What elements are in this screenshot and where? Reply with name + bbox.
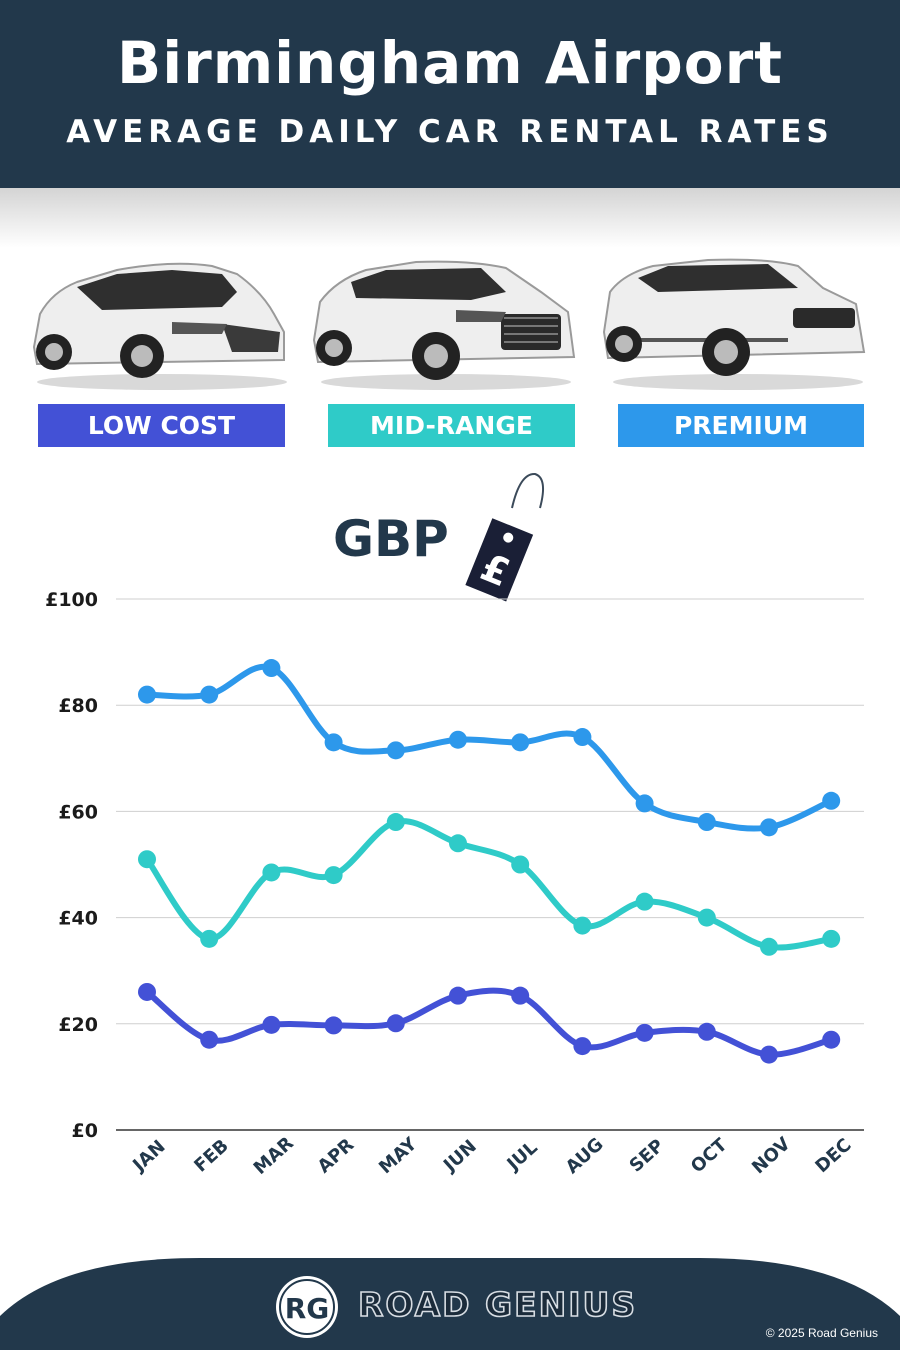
series-line-mid-range [144,818,835,951]
data-point-low-cost [511,986,530,1005]
road-genius-logo-icon: RG [274,1274,340,1340]
pound-price-tag-icon: £ [450,468,550,608]
data-point-premium [386,741,405,760]
currency-label: GBP [333,510,449,568]
x-tick-label: MAY [375,1133,422,1178]
category-premium: PREMIUM [618,404,864,447]
brand-name: ROAD GENIUS [357,1284,638,1325]
data-point-low-cost [324,1016,343,1035]
x-tick-label: DEC [811,1135,855,1178]
low-cost-car-image [22,252,292,392]
x-tick-label: JAN [128,1136,170,1177]
data-point-premium [760,818,778,837]
premium-car-image [598,252,868,392]
footer-bar [0,1256,900,1350]
data-point-mid-range [511,855,530,874]
y-tick-label: £20 [58,1014,98,1036]
x-tick-label: FEB [190,1135,233,1176]
y-tick-label: £60 [58,801,98,823]
copyright-text: © 2025 Road Genius [765,1326,878,1340]
header-shadow [0,188,900,248]
y-tick-label: £100 [45,589,98,611]
data-point-low-cost [449,986,467,1005]
x-tick-label: JUL [502,1137,542,1176]
data-point-low-cost [573,1037,592,1056]
series-line-premium [144,663,835,832]
x-tick-label: OCT [687,1134,732,1177]
data-point-premium [697,813,716,832]
data-point-premium [635,794,654,813]
data-point-mid-range [138,850,156,869]
x-tick-label: JUN [438,1136,481,1177]
data-point-premium [200,685,219,704]
data-point-premium [822,791,841,810]
data-point-low-cost [697,1022,716,1041]
data-point-mid-range [262,863,281,882]
category-low-cost: LOW COST [38,404,285,447]
data-point-mid-range [760,937,778,956]
data-point-mid-range [200,929,219,948]
rental-rate-chart: £0 £20 £40 £60 £80 £100 JAN FEB MAR APR MAY JUN JUL A… [0,580,900,1220]
page-subtitle: AVERAGE DAILY CAR RENTAL RATES [66,114,834,150]
page-title: Birmingham Airport [117,29,783,97]
x-tick-label: NOV [748,1133,795,1178]
data-point-premium [449,730,467,749]
y-tick-label: £80 [58,695,98,717]
data-point-low-cost [822,1030,841,1049]
data-point-mid-range [449,834,467,853]
data-point-low-cost [386,1014,405,1033]
data-point-low-cost [200,1030,219,1049]
data-point-mid-range [822,929,841,948]
y-tick-label: £40 [58,908,98,930]
data-point-low-cost [760,1045,778,1064]
data-point-mid-range [697,908,716,927]
data-point-low-cost [138,982,156,1001]
header-banner [0,0,900,188]
mid-range-car-image [306,252,576,392]
logo-text: RG [285,1292,330,1325]
x-tick-label: AUG [562,1134,608,1178]
data-point-premium [324,733,343,752]
category-mid-range: MID-RANGE [328,404,575,447]
data-point-mid-range [386,813,405,832]
series-line-low-cost [144,987,835,1058]
x-tick-label: APR [314,1134,359,1177]
y-tick-label: £0 [72,1120,98,1142]
line-chart: £0 £20 £40 £60 £80 £100 JAN FEB MAR APR MAY JUN JUL A… [45,589,864,1179]
data-point-low-cost [262,1015,281,1034]
x-tick-label: SEP [626,1135,669,1176]
data-point-mid-range [324,866,343,885]
data-point-premium [511,733,530,752]
data-point-low-cost [635,1023,654,1042]
x-tick-label: MAR [250,1133,298,1179]
data-point-premium [262,659,281,678]
data-point-mid-range [635,892,654,911]
data-point-premium [573,728,592,747]
data-point-premium [138,685,156,704]
data-point-mid-range [573,916,592,935]
